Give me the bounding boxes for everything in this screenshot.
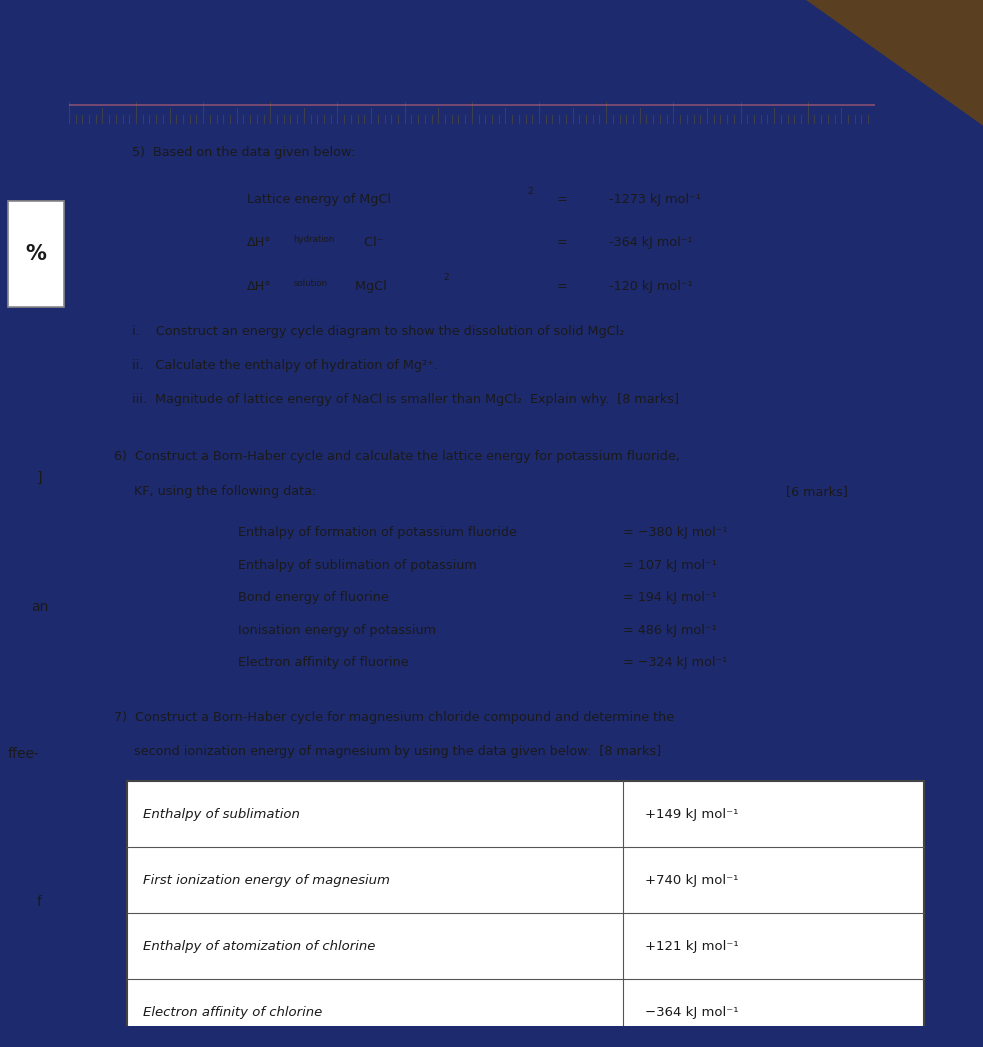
Text: ΔH°: ΔH° [247,280,271,293]
Text: 2: 2 [443,273,449,283]
Text: = 107 kJ mol⁻¹: = 107 kJ mol⁻¹ [623,558,717,572]
Text: Enthalpy of sublimation: Enthalpy of sublimation [144,808,300,821]
Text: 2: 2 [527,186,533,196]
Text: Electron affinity of chlorine: Electron affinity of chlorine [144,1005,322,1019]
Text: +121 kJ mol⁻¹: +121 kJ mol⁻¹ [645,940,738,953]
Text: Enthalpy of atomization of chlorine: Enthalpy of atomization of chlorine [144,940,376,953]
Text: Lattice energy of MgCl: Lattice energy of MgCl [247,193,390,206]
Text: =: = [556,237,567,249]
Polygon shape [806,0,983,126]
Text: 5)  Based on the data given below:: 5) Based on the data given below: [132,147,355,159]
Text: -120 kJ mol⁻¹: -120 kJ mol⁻¹ [609,280,693,293]
Bar [128,781,924,1047]
Text: = −380 kJ mol⁻¹: = −380 kJ mol⁻¹ [623,526,727,539]
Text: hydration: hydration [294,236,335,244]
Text: [6 marks]: [6 marks] [786,485,848,497]
Text: second ionization energy of magnesium by using the data given below:  [8 marks]: second ionization energy of magnesium by… [114,745,662,758]
Text: KF, using the following data:: KF, using the following data: [114,485,317,497]
Text: -364 kJ mol⁻¹: -364 kJ mol⁻¹ [609,237,693,249]
Text: Bond energy of fluorine: Bond energy of fluorine [238,592,388,604]
Text: an: an [30,600,48,614]
Text: 7)  Construct a Born-Haber cycle for magnesium chloride compound and determine t: 7) Construct a Born-Haber cycle for magn… [114,711,674,725]
Text: %: % [26,244,46,264]
Text: ii.   Calculate the enthalpy of hydration of Mg²⁺.: ii. Calculate the enthalpy of hydration … [132,359,437,372]
Text: +149 kJ mol⁻¹: +149 kJ mol⁻¹ [645,808,738,821]
Text: i.    Construct an energy cycle diagram to show the dissolution of solid MgCl₂: i. Construct an energy cycle diagram to … [132,325,624,338]
Text: Enthalpy of formation of potassium fluoride: Enthalpy of formation of potassium fluor… [238,526,517,539]
Text: =: = [556,280,567,293]
Text: 6)  Construct a Born-Haber cycle and calculate the lattice energy for potassium : 6) Construct a Born-Haber cycle and calc… [114,450,680,463]
Text: solution: solution [294,279,327,288]
Text: = 194 kJ mol⁻¹: = 194 kJ mol⁻¹ [623,592,717,604]
Text: iii.  Magnitude of lattice energy of NaCl is smaller than MgCl₂  Explain why.  [: iii. Magnitude of lattice energy of NaCl… [132,394,678,406]
Text: Enthalpy of sublimation of potassium: Enthalpy of sublimation of potassium [238,558,477,572]
Text: = −324 kJ mol⁻¹: = −324 kJ mol⁻¹ [623,656,727,669]
Text: ΔH°: ΔH° [247,237,271,249]
Text: ]: ] [36,471,42,485]
Text: ffee-: ffee- [8,748,39,761]
Text: MgCl: MgCl [351,280,387,293]
Text: Cl⁻: Cl⁻ [360,237,383,249]
Text: = 486 kJ mol⁻¹: = 486 kJ mol⁻¹ [623,624,717,637]
Text: f: f [36,895,42,909]
Text: -1273 kJ mol⁻¹: -1273 kJ mol⁻¹ [609,193,701,206]
Text: −364 kJ mol⁻¹: −364 kJ mol⁻¹ [645,1005,738,1019]
Text: +740 kJ mol⁻¹: +740 kJ mol⁻¹ [645,874,738,887]
Text: First ionization energy of magnesium: First ionization energy of magnesium [144,874,390,887]
Text: =: = [556,193,567,206]
Text: Electron affinity of fluorine: Electron affinity of fluorine [238,656,409,669]
Text: Ionisation energy of potassium: Ionisation energy of potassium [238,624,435,637]
FancyBboxPatch shape [8,201,65,308]
